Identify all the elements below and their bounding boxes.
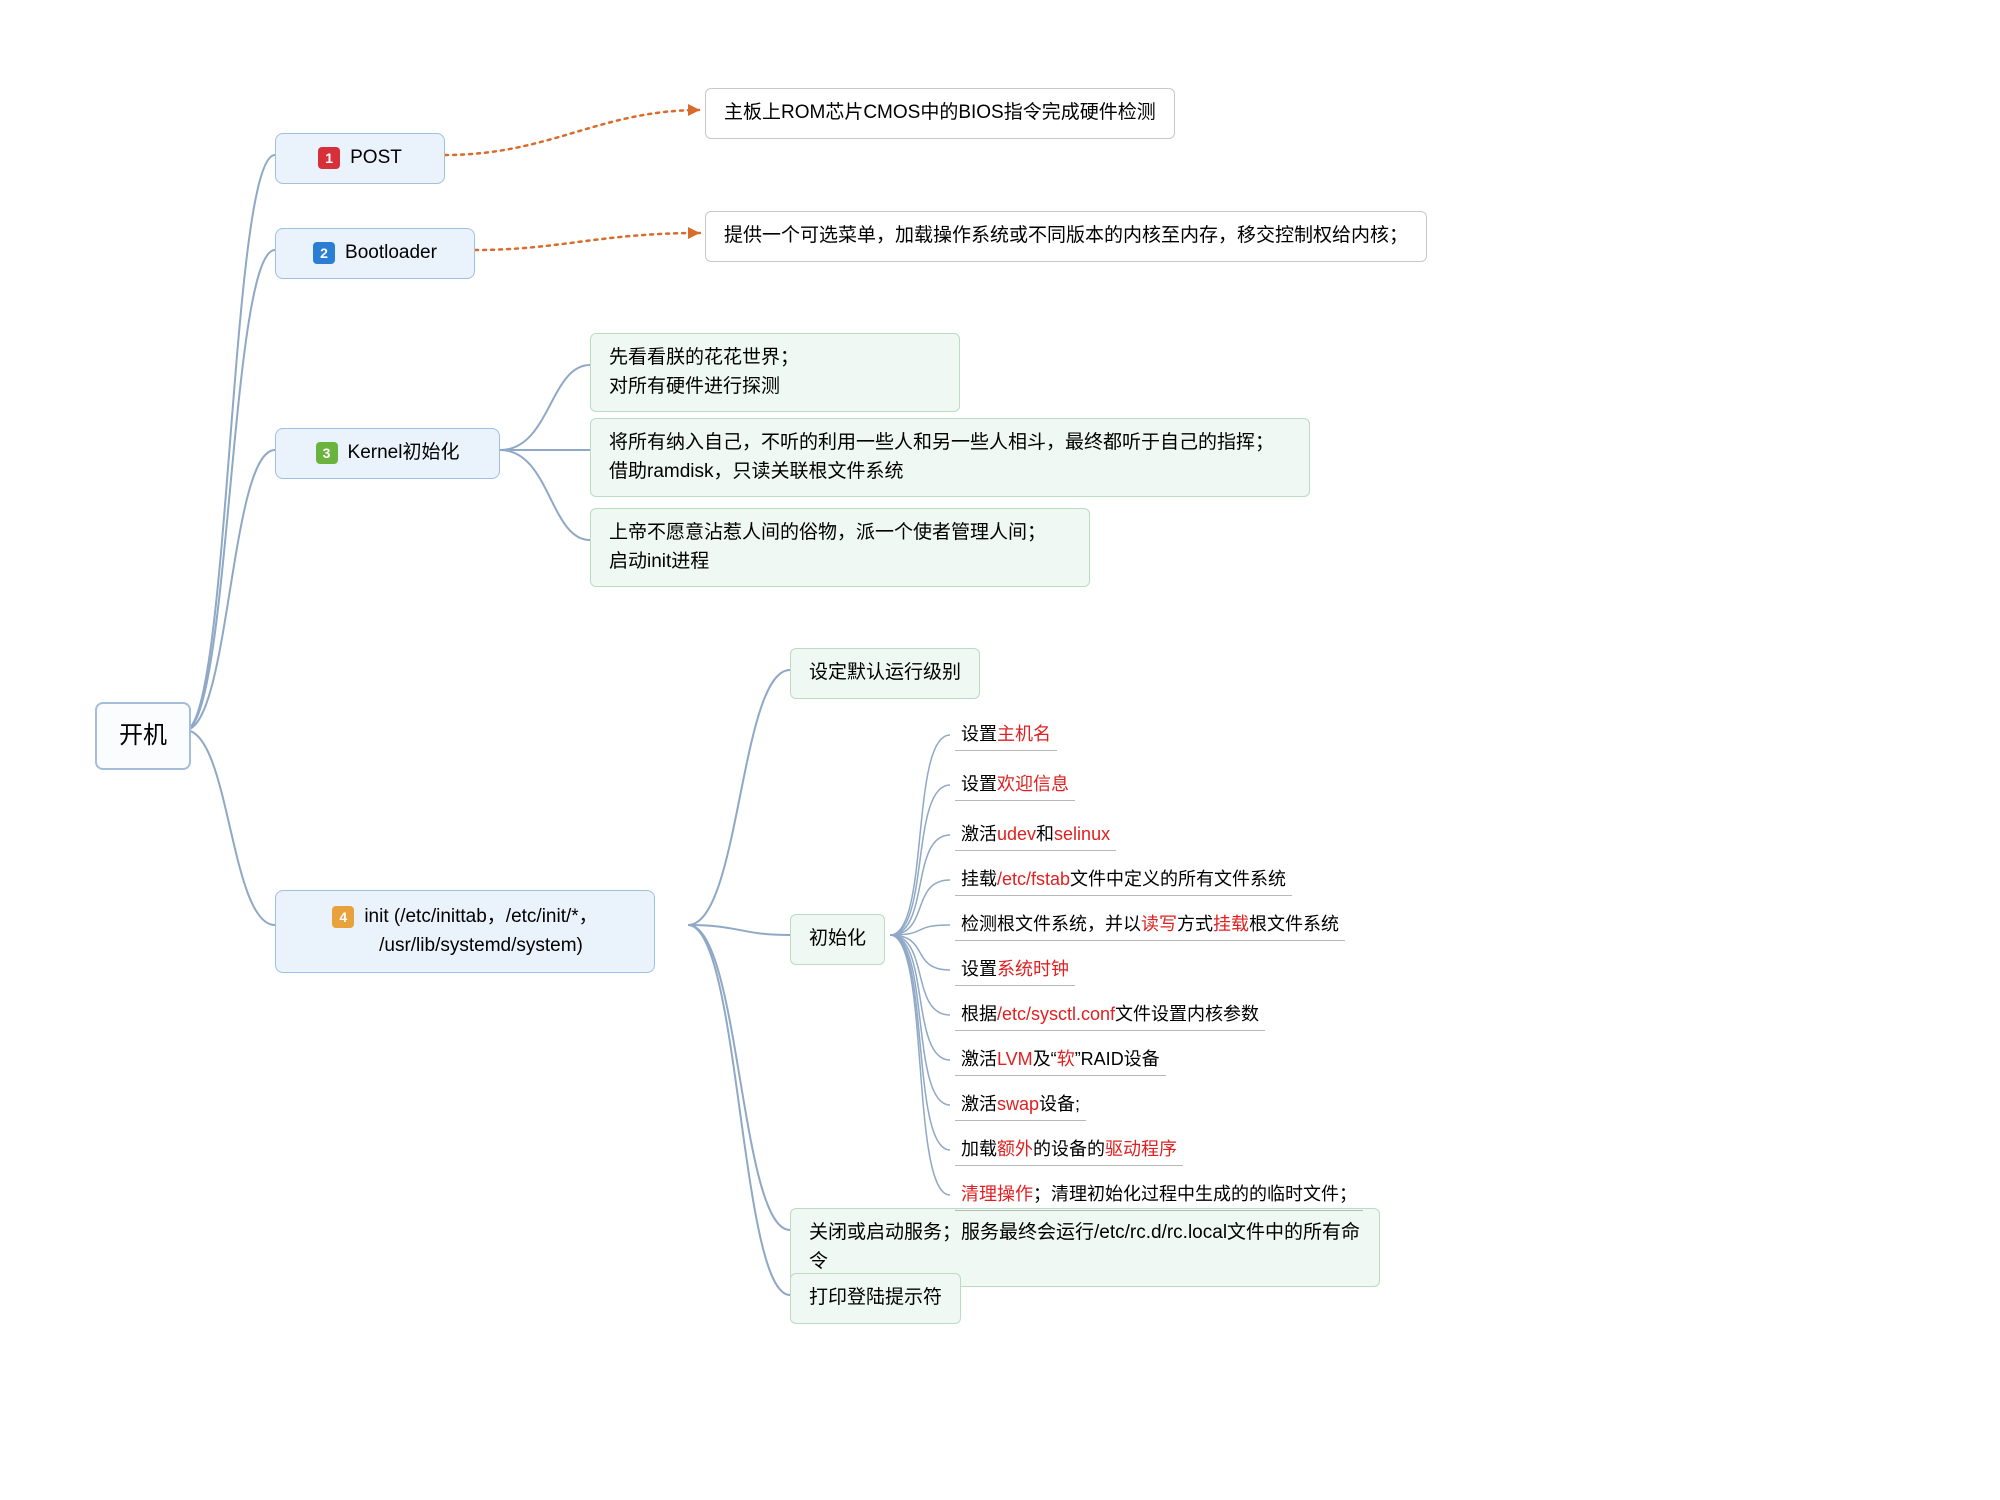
leaf-rootfs: 检测根文件系统，并以读写方式挂载根文件系统 [955, 910, 1345, 941]
leaf-cleanup: 清理操作；清理初始化过程中生成的的临时文件； [955, 1180, 1363, 1211]
kernel-detail-1: 先看看朕的花花世界；对所有硬件进行探测 [590, 333, 960, 412]
leaf-lvm: 激活LVM及“软”RAID设备 [955, 1045, 1166, 1076]
leaf-clock: 设置系统时钟 [955, 955, 1075, 986]
leaf-sysctl: 根据/etc/sysctl.conf文件设置内核参数 [955, 1000, 1265, 1031]
step-label-1: POST [350, 144, 402, 173]
leaf-drivers: 加载额外的设备的驱动程序 [955, 1135, 1183, 1166]
step-label-4: init (/etc/inittab，/etc/init/*，/usr/lib/… [364, 903, 597, 960]
note-post: 主板上ROM芯片CMOS中的BIOS指令完成硬件检测 [705, 88, 1175, 139]
step-init: 4 init (/etc/inittab，/etc/init/*，/usr/li… [275, 890, 655, 973]
step-num-2: 2 [313, 242, 335, 264]
kernel-detail-3: 上帝不愿意沾惹人间的俗物，派一个使者管理人间；启动init进程 [590, 508, 1090, 587]
step-post: 1 POST [275, 133, 445, 184]
step-bootloader: 2 Bootloader [275, 228, 475, 279]
step-label-2: Bootloader [345, 239, 437, 268]
step-num-1: 1 [318, 147, 340, 169]
init-runlevel: 设定默认运行级别 [790, 648, 980, 699]
leaf-udev: 激活udev和selinux [955, 820, 1116, 851]
note-bootloader: 提供一个可选菜单，加载操作系统或不同版本的内核至内存，移交控制权给内核； [705, 211, 1427, 262]
step-label-3: Kernel初始化 [348, 439, 460, 468]
leaf-welcome: 设置欢迎信息 [955, 770, 1075, 801]
leaf-swap: 激活swap设备; [955, 1090, 1086, 1121]
step-kernel: 3 Kernel初始化 [275, 428, 500, 479]
kernel-detail-2: 将所有纳入自己，不听的利用一些人和另一些人相斗，最终都听于自己的指挥；借助ram… [590, 418, 1310, 497]
leaf-hostname: 设置主机名 [955, 720, 1057, 751]
init-initialize: 初始化 [790, 914, 885, 965]
init-login-prompt: 打印登陆提示符 [790, 1273, 961, 1324]
leaf-fstab: 挂载/etc/fstab文件中定义的所有文件系统 [955, 865, 1292, 896]
step-num-4: 4 [332, 906, 354, 928]
root-node: 开机 [95, 702, 191, 770]
step-num-3: 3 [316, 442, 338, 464]
